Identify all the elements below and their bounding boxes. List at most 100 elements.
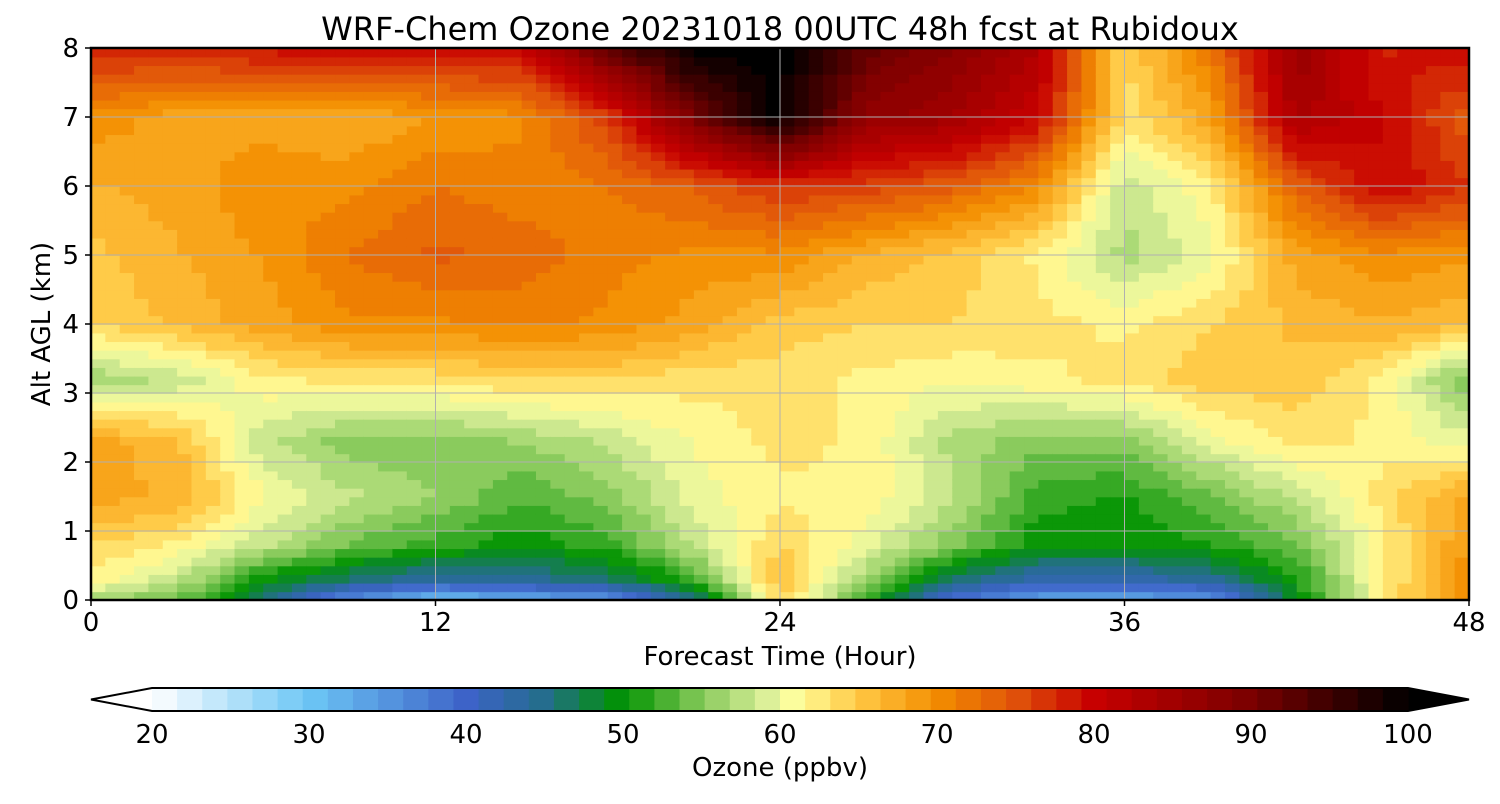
heatmap-cell	[521, 332, 537, 343]
heatmap-cell	[392, 48, 408, 58]
heatmap-cell	[952, 574, 968, 584]
heatmap-cell	[148, 591, 164, 600]
heatmap-cell	[406, 298, 422, 308]
heatmap-cell	[234, 56, 250, 67]
heatmap-cell	[220, 298, 236, 308]
heatmap-cell	[952, 48, 968, 58]
heatmap-cell	[751, 384, 767, 394]
heatmap-cell	[191, 306, 207, 317]
heatmap-cell	[1024, 341, 1040, 351]
heatmap-cell	[248, 134, 265, 144]
heatmap-cell	[995, 177, 1011, 187]
heatmap-cell	[1067, 211, 1083, 222]
heatmap-cell	[1009, 186, 1025, 196]
heatmap-cell	[191, 591, 207, 600]
heatmap-cell	[1095, 237, 1111, 248]
heatmap-cell	[291, 73, 308, 84]
heatmap-cell	[421, 151, 437, 161]
heatmap-cell	[909, 194, 925, 205]
heatmap-cell	[622, 565, 638, 575]
heatmap-cell	[248, 324, 265, 334]
heatmap-cell	[866, 151, 882, 161]
heatmap-cell	[134, 453, 150, 463]
heatmap-cell	[980, 108, 997, 118]
heatmap-cell	[765, 82, 781, 92]
heatmap-cell	[1153, 280, 1169, 291]
heatmap-cell	[119, 548, 135, 558]
heatmap-cell	[306, 246, 322, 256]
heatmap-cell	[952, 186, 968, 196]
heatmap-cell	[966, 160, 982, 170]
heatmap-cell	[378, 203, 394, 213]
heatmap-cell	[406, 56, 422, 67]
heatmap-cell	[1181, 418, 1198, 429]
heatmap-cell	[263, 237, 279, 248]
heatmap-cell	[1196, 151, 1212, 161]
heatmap-cell	[148, 427, 164, 437]
heatmap-cell	[349, 565, 365, 575]
heatmap-cell	[105, 358, 121, 368]
heatmap-cell	[507, 418, 523, 429]
heatmap-cell	[909, 82, 925, 92]
heatmap-cell	[205, 513, 221, 524]
heatmap-cell	[722, 56, 738, 67]
heatmap-cell	[148, 496, 164, 506]
heatmap-cell	[119, 117, 135, 127]
heatmap-cell	[105, 48, 121, 58]
heatmap-cell	[751, 574, 767, 584]
heatmap-cell	[1081, 513, 1097, 524]
heatmap-cell	[349, 444, 365, 455]
heatmap-cell	[1067, 591, 1083, 600]
heatmap-cell	[765, 194, 781, 205]
heatmap-cell	[507, 444, 523, 455]
heatmap-cell	[650, 168, 666, 179]
heatmap-cell	[593, 487, 609, 498]
heatmap-cell	[1052, 427, 1068, 437]
heatmap-cell	[378, 367, 394, 377]
heatmap-cell	[263, 358, 279, 368]
heatmap-cell	[708, 522, 724, 532]
heatmap-cell	[205, 582, 221, 593]
heatmap-cell	[91, 582, 107, 593]
heatmap-cell	[765, 479, 781, 489]
heatmap-cell	[507, 401, 523, 412]
heatmap-cell	[564, 237, 580, 248]
heatmap-cell	[794, 453, 810, 463]
heatmap-cell	[708, 393, 724, 403]
heatmap-cell	[665, 211, 681, 222]
heatmap-cell	[937, 272, 954, 282]
heatmap-cell	[277, 65, 293, 75]
heatmap-cell	[765, 436, 781, 446]
heatmap-cell	[435, 496, 451, 506]
heatmap-cell	[277, 349, 293, 360]
heatmap-cell	[521, 410, 537, 420]
heatmap-cell	[234, 479, 250, 489]
heatmap-cell	[148, 479, 164, 489]
heatmap-cell	[808, 73, 824, 84]
heatmap-cell	[866, 289, 882, 299]
heatmap-cell	[320, 427, 336, 437]
heatmap-cell	[535, 168, 552, 179]
heatmap-cell	[693, 289, 710, 299]
heatmap-cell	[880, 263, 896, 274]
heatmap-cell	[177, 479, 193, 489]
heatmap-cell	[923, 582, 939, 593]
heatmap-cell	[980, 91, 997, 101]
heatmap-cell	[306, 272, 322, 282]
heatmap-cell	[1124, 142, 1140, 153]
heatmap-cell	[205, 203, 221, 213]
heatmap-cell	[421, 315, 437, 325]
heatmap-cell	[751, 470, 767, 481]
heatmap-cell	[937, 306, 954, 317]
heatmap-cell	[937, 142, 954, 153]
heatmap-cell	[234, 306, 250, 317]
heatmap-cell	[1009, 65, 1025, 75]
heatmap-cell	[894, 108, 910, 118]
heatmap-cell	[894, 142, 910, 153]
heatmap-cell	[1095, 211, 1111, 222]
heatmap-cell	[335, 237, 351, 248]
heatmap-cell	[1067, 82, 1083, 92]
heatmap-cell	[1038, 125, 1054, 136]
heatmap-cell	[866, 496, 882, 506]
heatmap-cell	[636, 246, 652, 256]
